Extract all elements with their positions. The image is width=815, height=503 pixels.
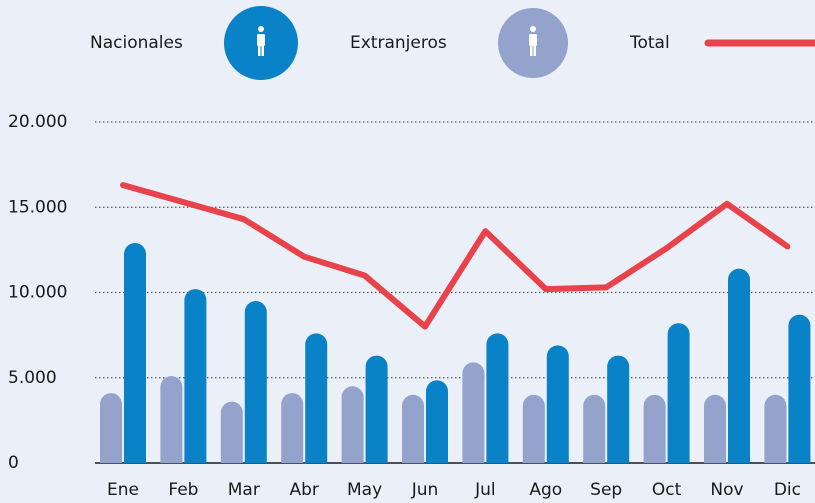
legend-label: Extranjeros <box>350 33 447 53</box>
x-tick-label: May <box>347 480 382 500</box>
bar <box>486 333 509 463</box>
y-tick-label: 20.000 <box>8 112 67 132</box>
bar <box>184 289 207 463</box>
line <box>120 182 791 330</box>
x-tick-label: Ene <box>107 480 139 500</box>
bar <box>281 393 304 463</box>
bar <box>583 394 606 463</box>
bar <box>546 345 569 463</box>
bar <box>522 394 545 463</box>
x-tick-label: Jun <box>411 480 439 500</box>
y-tick-label: 0 <box>8 453 19 473</box>
x-tick-label: Oct <box>652 480 682 500</box>
x-tick-label: Nov <box>710 480 743 500</box>
bar <box>305 333 328 463</box>
y-tick-label: 5.000 <box>8 368 57 388</box>
person-icon <box>529 26 537 56</box>
x-tick-label: Dic <box>774 480 801 500</box>
bar <box>764 394 787 463</box>
bar <box>728 268 751 463</box>
y-tick-label: 15.000 <box>8 197 67 217</box>
legend: Nacionales Extranjeros Total <box>90 6 815 80</box>
y-tick-label: 10.000 <box>8 283 67 303</box>
bar <box>643 394 666 463</box>
bar <box>100 393 122 463</box>
bar <box>220 401 243 463</box>
person-icon <box>257 26 265 56</box>
bar <box>402 394 424 463</box>
bar <box>426 380 448 463</box>
bar <box>607 355 630 463</box>
x-tick-label: Jul <box>474 480 496 500</box>
x-tick-label: Mar <box>228 480 260 500</box>
bar <box>704 394 726 463</box>
bar <box>244 301 267 463</box>
x-tick-label: Ago <box>529 480 562 500</box>
bar <box>124 243 146 463</box>
x-tick-label: Abr <box>289 480 318 500</box>
bar <box>788 314 811 463</box>
bar <box>160 376 183 463</box>
bar <box>462 362 485 463</box>
x-tick-label: Sep <box>590 480 622 500</box>
bar <box>341 386 364 463</box>
bar <box>667 323 690 463</box>
legend-label: Nacionales <box>90 33 183 53</box>
legend-label: Total <box>629 33 670 53</box>
x-tick-label: Feb <box>168 480 198 500</box>
bar <box>365 355 388 463</box>
